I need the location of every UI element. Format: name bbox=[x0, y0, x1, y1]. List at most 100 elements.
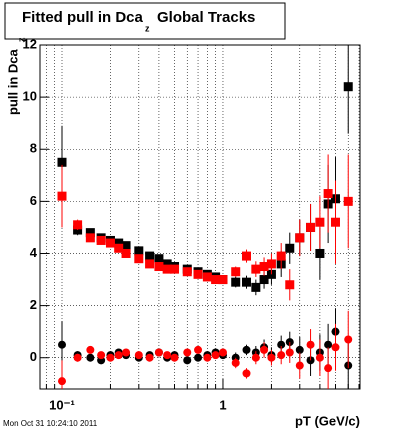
marker bbox=[315, 353, 324, 362]
marker bbox=[114, 238, 124, 248]
marker bbox=[259, 262, 269, 272]
marker bbox=[323, 189, 333, 199]
y-tick-label: 6 bbox=[30, 193, 37, 208]
title-suffix: Global Tracks bbox=[157, 9, 255, 26]
marker bbox=[86, 345, 95, 354]
marker bbox=[73, 353, 82, 362]
marker bbox=[266, 259, 276, 269]
marker bbox=[134, 254, 144, 264]
marker bbox=[97, 351, 106, 360]
marker bbox=[203, 353, 212, 362]
y-tick-label: 4 bbox=[30, 245, 38, 260]
marker bbox=[315, 217, 325, 227]
marker bbox=[231, 267, 241, 277]
marker bbox=[114, 351, 123, 360]
marker bbox=[306, 222, 316, 232]
marker bbox=[295, 345, 304, 354]
marker bbox=[96, 235, 106, 245]
y-tick-label: 8 bbox=[30, 141, 37, 156]
title-box bbox=[4, 2, 286, 40]
marker bbox=[324, 364, 333, 373]
marker bbox=[331, 343, 340, 352]
y-tick-label: 12 bbox=[23, 36, 37, 51]
marker bbox=[162, 264, 172, 274]
marker bbox=[251, 353, 260, 362]
marker bbox=[295, 361, 304, 370]
marker bbox=[231, 277, 241, 287]
marker bbox=[343, 196, 353, 206]
marker bbox=[183, 356, 192, 365]
marker bbox=[154, 254, 164, 264]
marker bbox=[154, 348, 163, 357]
marker bbox=[241, 277, 251, 287]
marker bbox=[170, 353, 179, 362]
marker bbox=[218, 275, 228, 285]
marker bbox=[145, 259, 155, 269]
marker bbox=[218, 348, 227, 357]
marker bbox=[211, 275, 221, 285]
marker bbox=[315, 248, 325, 258]
marker bbox=[86, 353, 95, 362]
marker bbox=[121, 241, 131, 251]
marker bbox=[58, 377, 67, 386]
y-tick-label: 2 bbox=[30, 297, 37, 312]
footer: Mon Oct 31 10:24:10 2011 bbox=[3, 419, 98, 428]
marker bbox=[231, 358, 240, 367]
x-axis-label: pT (GeV/c) bbox=[295, 413, 360, 428]
marker bbox=[183, 348, 192, 357]
marker bbox=[106, 353, 115, 362]
marker bbox=[267, 353, 276, 362]
marker bbox=[134, 351, 143, 360]
marker bbox=[163, 351, 172, 360]
marker bbox=[324, 340, 333, 349]
marker bbox=[122, 348, 131, 357]
marker bbox=[194, 353, 203, 362]
marker bbox=[105, 238, 115, 248]
marker bbox=[277, 340, 286, 349]
marker bbox=[194, 345, 203, 354]
marker bbox=[57, 157, 67, 167]
chart-title: Fitted pull in Dca bbox=[22, 9, 143, 26]
marker bbox=[276, 251, 286, 261]
marker bbox=[73, 220, 83, 230]
marker bbox=[295, 233, 305, 243]
plot-frame bbox=[39, 44, 361, 390]
marker bbox=[182, 267, 192, 277]
marker bbox=[260, 345, 269, 354]
marker bbox=[170, 264, 180, 274]
marker bbox=[162, 259, 172, 269]
y-tick-label: 0 bbox=[30, 349, 37, 364]
marker bbox=[285, 243, 295, 253]
x-tick-label: 10⁻¹ bbox=[49, 397, 75, 412]
marker bbox=[285, 280, 295, 290]
marker bbox=[211, 351, 220, 360]
marker bbox=[251, 264, 261, 274]
marker bbox=[154, 262, 164, 272]
marker bbox=[344, 335, 353, 344]
y-tick-label: 10 bbox=[23, 89, 37, 104]
marker bbox=[251, 282, 261, 292]
marker bbox=[202, 272, 212, 282]
marker bbox=[57, 191, 67, 201]
marker bbox=[242, 345, 251, 354]
title-subscript: z bbox=[145, 23, 150, 33]
marker bbox=[145, 251, 155, 261]
y-axis-label-subscript: z bbox=[16, 37, 26, 42]
marker bbox=[193, 269, 203, 279]
marker bbox=[145, 353, 154, 362]
marker bbox=[242, 369, 251, 378]
marker bbox=[58, 340, 67, 349]
y-axis-label: pull in Dca bbox=[5, 49, 20, 116]
marker bbox=[121, 248, 131, 258]
marker bbox=[306, 340, 315, 349]
marker bbox=[241, 251, 251, 261]
marker bbox=[134, 246, 144, 256]
marker bbox=[285, 348, 294, 357]
marker bbox=[277, 351, 286, 360]
marker bbox=[85, 228, 95, 238]
marker bbox=[343, 82, 353, 92]
marker bbox=[114, 243, 124, 253]
marker bbox=[85, 233, 95, 243]
